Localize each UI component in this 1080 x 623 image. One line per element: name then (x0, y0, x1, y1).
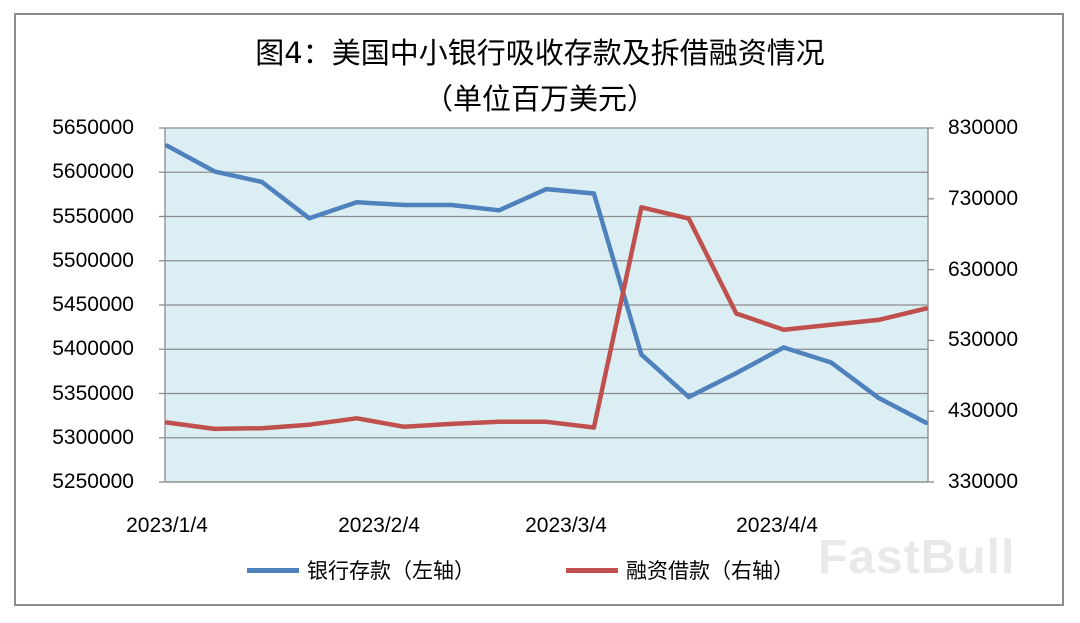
x-tick-label: 2023/3/4 (525, 514, 607, 537)
data-point-deposits (544, 186, 549, 192)
legend-item-borrowings: 融资借款（右轴） (566, 555, 794, 585)
left-tick-label: 5600000 (52, 160, 134, 184)
left-tick-label: 5450000 (52, 293, 134, 316)
x-tick-label: 2023/1/4 (126, 514, 208, 537)
legend-item-deposits: 银行存款（左轴） (247, 555, 475, 585)
left-tick-label: 5250000 (52, 470, 134, 493)
data-point-borrowings (164, 420, 170, 425)
data-point-borrowings (639, 205, 644, 210)
data-point-borrowings (496, 419, 502, 425)
data-point-deposits (496, 208, 502, 213)
data-point-deposits (639, 352, 644, 357)
data-point-deposits (781, 345, 786, 350)
data-point-borrowings (591, 425, 597, 430)
data-point-borrowings (828, 322, 834, 328)
right-tick-label: 730000 (948, 186, 1019, 210)
data-point-borrowings (307, 422, 312, 427)
data-point-borrowings (876, 317, 881, 323)
left-tick-label: 5550000 (52, 204, 134, 228)
data-point-deposits (449, 202, 454, 208)
data-point-deposits (307, 216, 312, 221)
legend-label-deposits: 银行存款（左轴） (307, 559, 475, 583)
data-point-deposits (354, 200, 359, 205)
data-point-deposits (734, 370, 739, 376)
chart-title: 图4：美国中小银行吸收存款及拆借融资情况 (255, 36, 825, 70)
data-point-borrowings (401, 424, 407, 429)
left-tick-label: 5650000 (52, 116, 134, 139)
chart-subtitle: （单位百万美元） (423, 82, 656, 116)
data-point-deposits (876, 395, 881, 401)
x-tick-label: 2023/4/4 (736, 514, 818, 537)
data-point-borrowings (259, 425, 265, 431)
data-point-borrowings (781, 327, 786, 332)
legend: 银行存款（左轴） 融资借款（右轴） (0, 555, 1080, 585)
data-point-borrowings (923, 306, 929, 311)
data-point-deposits (828, 360, 834, 365)
right-tick-label: 430000 (948, 399, 1019, 423)
data-point-borrowings (212, 426, 217, 432)
data-point-deposits (686, 394, 692, 400)
legend-label-borrowings: 融资借款（右轴） (626, 559, 794, 583)
data-point-borrowings (734, 311, 739, 316)
data-point-deposits (212, 169, 217, 174)
right-tick-label: 830000 (948, 116, 1019, 139)
left-tick-label: 5400000 (52, 337, 134, 361)
left-tick-label: 5300000 (52, 425, 134, 449)
data-point-deposits (923, 420, 929, 425)
data-point-borrowings (449, 421, 454, 427)
data-point-borrowings (686, 216, 692, 221)
right-tick-label: 530000 (948, 328, 1019, 352)
data-point-deposits (401, 202, 407, 208)
data-point-borrowings (544, 419, 549, 425)
legend-swatch-deposits (247, 567, 299, 573)
data-point-deposits (164, 143, 170, 148)
right-tick-label: 330000 (948, 470, 1019, 493)
legend-swatch-borrowings (566, 567, 618, 573)
data-point-deposits (259, 179, 265, 185)
left-tick-label: 5350000 (52, 381, 134, 405)
left-tick-label: 5500000 (52, 248, 134, 272)
data-point-borrowings (354, 416, 359, 421)
right-tick-label: 630000 (948, 257, 1019, 281)
watermark-logo: FastBull (818, 531, 1016, 584)
data-point-deposits (591, 191, 597, 196)
x-tick-label: 2023/2/4 (338, 514, 420, 537)
